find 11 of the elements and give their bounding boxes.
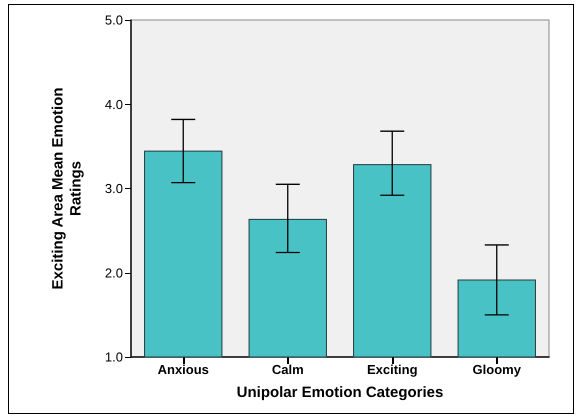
y-tick-label: 5.0 bbox=[104, 12, 123, 28]
y-axis-title: Exciting Area Mean Emotion Ratings bbox=[50, 88, 84, 290]
x-tick-label: Anxious bbox=[158, 362, 209, 377]
x-tick-label: Calm bbox=[272, 362, 304, 377]
y-tick-label: 3.0 bbox=[104, 181, 123, 196]
x-tick-label: Gloomy bbox=[472, 362, 522, 377]
y-tick-label: 1.0 bbox=[104, 350, 123, 364]
y-tick-label: 2.0 bbox=[104, 265, 123, 280]
x-tick-label: Exciting bbox=[366, 362, 418, 377]
y-tick-label: 4.0 bbox=[104, 96, 123, 112]
x-axis-title: Unipolar Emotion Categories bbox=[236, 384, 444, 401]
